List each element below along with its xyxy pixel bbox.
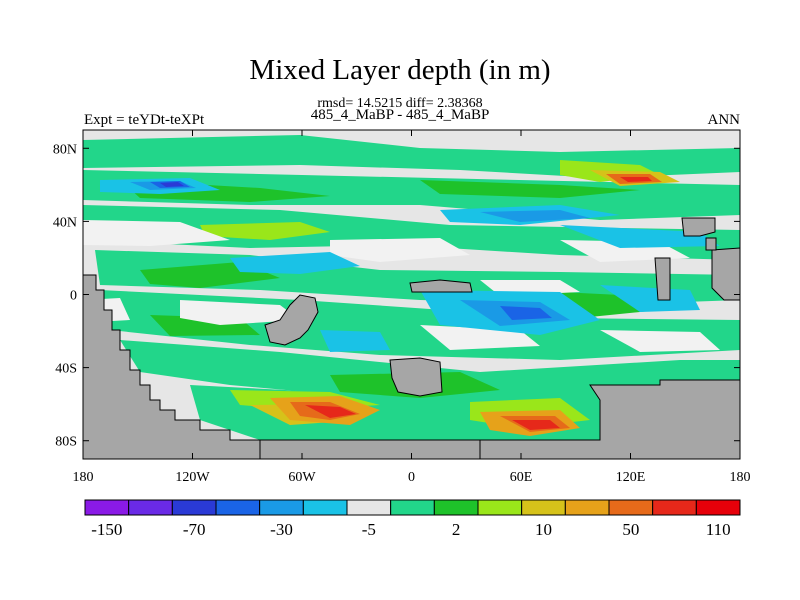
lat-label: 40S — [55, 362, 77, 377]
colorbar-swatch — [652, 499, 697, 516]
colorbar-label: 10 — [535, 520, 552, 539]
colorbar-swatch — [608, 499, 654, 516]
colorbar-swatch — [390, 499, 435, 516]
colorbar-swatch — [84, 499, 130, 516]
stats-line: rmsd= 14.5215 diff= 2.38368 — [317, 96, 483, 111]
lon-label: 120W — [175, 470, 210, 485]
lat-label: 80S — [55, 435, 77, 450]
colorbar: -150 -70 -30 -5 2 10 50 110 — [84, 499, 741, 539]
plot-title: Mixed Layer depth (in m) — [249, 54, 551, 86]
colorbar-label: -70 — [183, 520, 206, 539]
lon-label: 120E — [616, 470, 646, 485]
south-america-land — [264, 294, 319, 346]
colorbar-swatch — [695, 499, 741, 516]
colorbar-label: 50 — [622, 520, 639, 539]
colorbar-swatch — [477, 499, 523, 516]
lon-label: 180 — [730, 470, 751, 485]
colorbar-swatch — [259, 499, 304, 516]
lon-label: 60E — [510, 470, 533, 485]
season-label: ANN — [707, 112, 741, 128]
colorbar-label: -5 — [362, 520, 376, 539]
americas-west-land — [83, 274, 261, 459]
colorbar-swatch — [302, 499, 348, 516]
island-land — [705, 237, 717, 251]
southern-ocean-high-anomaly — [270, 174, 662, 436]
colorbar-swatch — [346, 499, 392, 516]
lon-label: 180 — [73, 470, 94, 485]
africa-land — [389, 357, 443, 397]
colorbar-label: 110 — [706, 520, 731, 539]
lon-label: 0 — [408, 470, 415, 485]
east-asia-land — [681, 217, 716, 237]
land-masses — [83, 217, 740, 459]
lat-label: 80N — [53, 142, 77, 157]
colorbar-swatch — [564, 499, 610, 516]
antarctica-land — [259, 439, 481, 459]
colorbar-label: 2 — [452, 520, 461, 539]
arabia-land — [409, 279, 473, 293]
experiment-label: Expt = teYDt-teXPt — [84, 112, 205, 128]
colorbar-swatch — [171, 499, 217, 516]
australia-land — [711, 247, 740, 301]
colorbar-label: -150 — [91, 520, 122, 539]
colorbar-swatch — [433, 499, 479, 516]
map-field — [83, 130, 740, 459]
colorbar-swatch — [128, 499, 173, 516]
colorbar-swatch — [215, 499, 261, 516]
indonesia-land — [654, 257, 671, 301]
lat-label: 0 — [70, 289, 77, 304]
plot-subtitle: 485_4_MaBP - 485_4_MaBP — [310, 107, 490, 123]
lon-label: 60W — [288, 470, 316, 485]
colorbar-swatch — [521, 499, 566, 516]
axis-ticks: 80N 40N 0 40S 80S 180 120W 60W 0 60E 120E 180 — [53, 130, 751, 485]
colorbar-label: -30 — [270, 520, 293, 539]
deepest-negative-patches — [160, 182, 184, 187]
antarctica-east-land — [479, 379, 740, 459]
lat-label: 40N — [53, 215, 77, 230]
